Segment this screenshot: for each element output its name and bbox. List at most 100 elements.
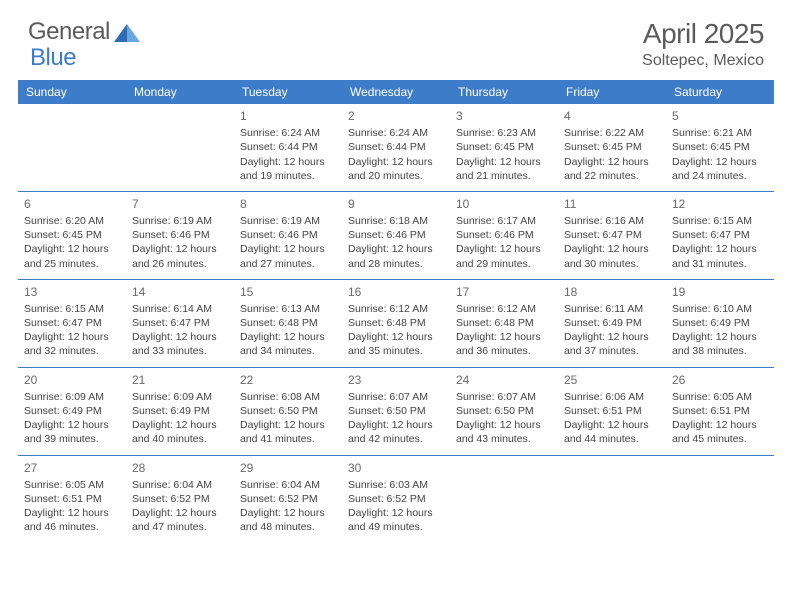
day-number: 17 (456, 284, 552, 300)
calendar-cell: 11Sunrise: 6:16 AMSunset: 6:47 PMDayligh… (558, 191, 666, 279)
weekday-header: Thursday (450, 80, 558, 104)
sunrise-text: Sunrise: 6:09 AM (24, 390, 120, 404)
brand-logo: General (28, 18, 142, 46)
daylight-text: Daylight: 12 hours and 32 minutes. (24, 330, 120, 358)
daylight-text: Daylight: 12 hours and 39 minutes. (24, 418, 120, 446)
sunset-text: Sunset: 6:51 PM (672, 404, 768, 418)
sunrise-text: Sunrise: 6:21 AM (672, 126, 768, 140)
sunrise-text: Sunrise: 6:04 AM (132, 478, 228, 492)
sunrise-text: Sunrise: 6:15 AM (672, 214, 768, 228)
sunset-text: Sunset: 6:48 PM (456, 316, 552, 330)
day-number: 15 (240, 284, 336, 300)
day-number: 18 (564, 284, 660, 300)
sunrise-text: Sunrise: 6:10 AM (672, 302, 768, 316)
brand-mark-icon (114, 20, 140, 45)
weekday-header: Sunday (18, 80, 126, 104)
sunrise-text: Sunrise: 6:05 AM (24, 478, 120, 492)
calendar-cell: 25Sunrise: 6:06 AMSunset: 6:51 PMDayligh… (558, 367, 666, 455)
day-number: 23 (348, 372, 444, 388)
calendar-cell (666, 455, 774, 542)
sunrise-text: Sunrise: 6:24 AM (348, 126, 444, 140)
calendar-table: SundayMondayTuesdayWednesdayThursdayFrid… (18, 80, 774, 542)
daylight-text: Daylight: 12 hours and 35 minutes. (348, 330, 444, 358)
daylight-text: Daylight: 12 hours and 33 minutes. (132, 330, 228, 358)
calendar-header-row: SundayMondayTuesdayWednesdayThursdayFrid… (18, 80, 774, 104)
calendar-cell: 9Sunrise: 6:18 AMSunset: 6:46 PMDaylight… (342, 191, 450, 279)
sunset-text: Sunset: 6:51 PM (24, 492, 120, 506)
sunset-text: Sunset: 6:52 PM (240, 492, 336, 506)
calendar-cell: 28Sunrise: 6:04 AMSunset: 6:52 PMDayligh… (126, 455, 234, 542)
sunset-text: Sunset: 6:45 PM (24, 228, 120, 242)
daylight-text: Daylight: 12 hours and 25 minutes. (24, 242, 120, 270)
daylight-text: Daylight: 12 hours and 46 minutes. (24, 506, 120, 534)
daylight-text: Daylight: 12 hours and 29 minutes. (456, 242, 552, 270)
day-number: 9 (348, 196, 444, 212)
calendar-cell (126, 104, 234, 191)
sunrise-text: Sunrise: 6:19 AM (240, 214, 336, 228)
daylight-text: Daylight: 12 hours and 42 minutes. (348, 418, 444, 446)
day-number: 5 (672, 108, 768, 124)
calendar-cell: 22Sunrise: 6:08 AMSunset: 6:50 PMDayligh… (234, 367, 342, 455)
month-title: April 2025 (642, 18, 764, 50)
daylight-text: Daylight: 12 hours and 31 minutes. (672, 242, 768, 270)
daylight-text: Daylight: 12 hours and 28 minutes. (348, 242, 444, 270)
sunrise-text: Sunrise: 6:05 AM (672, 390, 768, 404)
calendar-cell: 10Sunrise: 6:17 AMSunset: 6:46 PMDayligh… (450, 191, 558, 279)
daylight-text: Daylight: 12 hours and 27 minutes. (240, 242, 336, 270)
brand-part2-wrap: Blue (30, 44, 76, 72)
day-number: 7 (132, 196, 228, 212)
sunrise-text: Sunrise: 6:04 AM (240, 478, 336, 492)
sunset-text: Sunset: 6:46 PM (240, 228, 336, 242)
daylight-text: Daylight: 12 hours and 22 minutes. (564, 155, 660, 183)
calendar-cell: 12Sunrise: 6:15 AMSunset: 6:47 PMDayligh… (666, 191, 774, 279)
calendar-cell: 15Sunrise: 6:13 AMSunset: 6:48 PMDayligh… (234, 279, 342, 367)
calendar-cell (450, 455, 558, 542)
daylight-text: Daylight: 12 hours and 36 minutes. (456, 330, 552, 358)
calendar-cell: 30Sunrise: 6:03 AMSunset: 6:52 PMDayligh… (342, 455, 450, 542)
sunrise-text: Sunrise: 6:06 AM (564, 390, 660, 404)
sunset-text: Sunset: 6:52 PM (132, 492, 228, 506)
calendar-cell: 20Sunrise: 6:09 AMSunset: 6:49 PMDayligh… (18, 367, 126, 455)
daylight-text: Daylight: 12 hours and 34 minutes. (240, 330, 336, 358)
calendar-cell: 18Sunrise: 6:11 AMSunset: 6:49 PMDayligh… (558, 279, 666, 367)
day-number: 2 (348, 108, 444, 124)
title-block: April 2025 Soltepec, Mexico (642, 18, 764, 70)
sunset-text: Sunset: 6:48 PM (240, 316, 336, 330)
sunset-text: Sunset: 6:44 PM (348, 140, 444, 154)
daylight-text: Daylight: 12 hours and 44 minutes. (564, 418, 660, 446)
sunset-text: Sunset: 6:46 PM (132, 228, 228, 242)
sunrise-text: Sunrise: 6:20 AM (24, 214, 120, 228)
calendar-cell: 21Sunrise: 6:09 AMSunset: 6:49 PMDayligh… (126, 367, 234, 455)
calendar-cell: 24Sunrise: 6:07 AMSunset: 6:50 PMDayligh… (450, 367, 558, 455)
sunrise-text: Sunrise: 6:15 AM (24, 302, 120, 316)
sunset-text: Sunset: 6:45 PM (456, 140, 552, 154)
calendar-cell: 3Sunrise: 6:23 AMSunset: 6:45 PMDaylight… (450, 104, 558, 191)
sunset-text: Sunset: 6:49 PM (672, 316, 768, 330)
sunrise-text: Sunrise: 6:14 AM (132, 302, 228, 316)
day-number: 11 (564, 196, 660, 212)
sunset-text: Sunset: 6:47 PM (564, 228, 660, 242)
day-number: 20 (24, 372, 120, 388)
calendar-cell: 14Sunrise: 6:14 AMSunset: 6:47 PMDayligh… (126, 279, 234, 367)
calendar-cell: 27 Sunrise: 6:05 AMSunset: 6:51 PMDayligh… (18, 455, 126, 542)
weekday-header: Saturday (666, 80, 774, 104)
sunrise-text: Sunrise: 6:18 AM (348, 214, 444, 228)
day-number: 28 (132, 460, 228, 476)
calendar-cell: 1Sunrise: 6:24 AMSunset: 6:44 PMDaylight… (234, 104, 342, 191)
day-number: 16 (348, 284, 444, 300)
sunrise-text: Sunrise: 6:24 AM (240, 126, 336, 140)
sunset-text: Sunset: 6:47 PM (672, 228, 768, 242)
sunrise-text: Sunrise: 6:12 AM (456, 302, 552, 316)
calendar-cell: 2Sunrise: 6:24 AMSunset: 6:44 PMDaylight… (342, 104, 450, 191)
calendar-cell: 26Sunrise: 6:05 AMSunset: 6:51 PMDayligh… (666, 367, 774, 455)
sunset-text: Sunset: 6:50 PM (348, 404, 444, 418)
sunset-text: Sunset: 6:44 PM (240, 140, 336, 154)
sunset-text: Sunset: 6:45 PM (672, 140, 768, 154)
day-number: 25 (564, 372, 660, 388)
daylight-text: Daylight: 12 hours and 40 minutes. (132, 418, 228, 446)
daylight-text: Daylight: 12 hours and 26 minutes. (132, 242, 228, 270)
weekday-header: Monday (126, 80, 234, 104)
calendar-cell: 7Sunrise: 6:19 AMSunset: 6:46 PMDaylight… (126, 191, 234, 279)
sunset-text: Sunset: 6:49 PM (564, 316, 660, 330)
day-number: 27 (24, 460, 120, 476)
